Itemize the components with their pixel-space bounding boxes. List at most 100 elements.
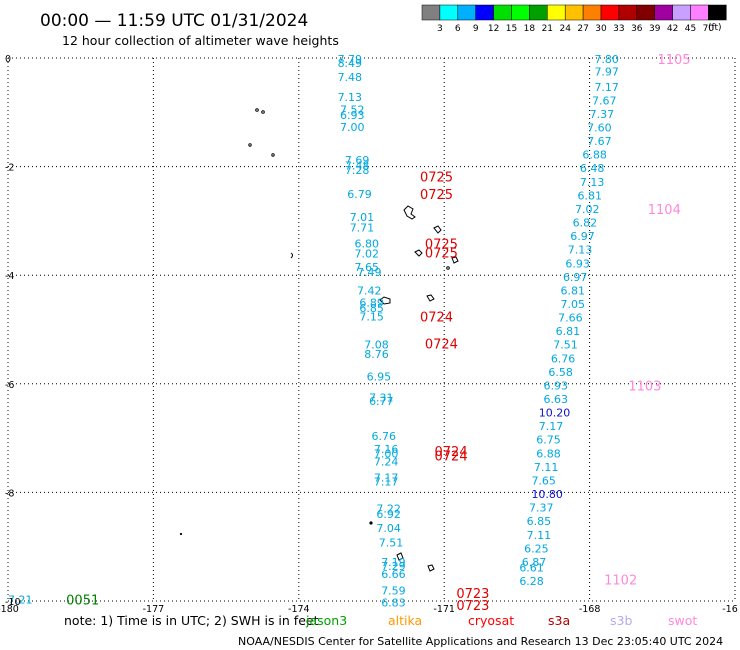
wave-height-point: 6.88	[536, 447, 561, 460]
wave-height-point: 7.71	[350, 221, 375, 234]
wave-height-point: 7.11	[534, 461, 559, 474]
wave-height-point: 10.20	[539, 407, 571, 420]
color-scale-swatch	[493, 4, 512, 21]
chart-subtitle: 12 hour collection of altimeter wave hei…	[62, 33, 339, 48]
island-shape	[271, 153, 275, 157]
wave-height-point: 7.17	[374, 472, 399, 485]
pass-time-label: 1102	[604, 573, 637, 588]
color-scale-label: 33	[613, 24, 624, 34]
color-scale-label: 9	[473, 24, 479, 34]
wave-height-point: 7.37	[529, 502, 554, 515]
color-scale-swatch	[547, 4, 566, 21]
wave-height-point: 7.28	[345, 164, 370, 177]
wave-height-point: 7.42	[357, 284, 382, 297]
satellite-legend-item: altika	[388, 613, 422, 628]
wave-height-point: 6.83	[381, 597, 406, 610]
wave-height-point: 7.79	[338, 53, 363, 66]
color-scale-swatch	[672, 4, 691, 21]
satellite-legend: jason3 altika cryosat s3a s3b swot	[305, 613, 697, 628]
color-scale-legend	[421, 4, 727, 21]
wave-height-point: 6.81	[561, 284, 586, 297]
wave-height-point: 7.13	[338, 91, 363, 104]
wave-height-point: 7.66	[558, 312, 583, 325]
color-scale-label: 6	[455, 24, 461, 34]
wave-height-point: 6.80	[355, 238, 380, 251]
y-tick-label: -8	[5, 488, 14, 499]
wave-height-point: 7.05	[561, 298, 586, 311]
pass-time-label: 0724	[420, 310, 453, 325]
color-scale-swatch	[564, 4, 584, 21]
color-scale-swatch	[600, 4, 620, 21]
wave-height-point: 6.25	[524, 542, 549, 555]
wave-height-point: 6.88	[582, 149, 607, 162]
island-shape	[451, 256, 459, 264]
wave-height-point: 6.81	[556, 325, 581, 338]
pass-time-label: 0725	[425, 238, 458, 253]
wave-height-point: 6.85	[527, 515, 552, 528]
wave-height-point: 7.97	[594, 66, 619, 79]
wave-height-point: 6.85	[359, 302, 384, 315]
wave-height-point: 7.02	[355, 247, 380, 260]
color-scale-label: 27	[577, 24, 588, 34]
y-tick-label: -4	[5, 271, 14, 282]
wave-height-point: 7.51	[379, 536, 404, 549]
wave-height-point: 7.22	[376, 503, 401, 516]
wave-height-point: 6.81	[577, 189, 602, 202]
wave-height-point: 7.67	[587, 135, 612, 148]
wave-height-values: 7.798.497.487.137.526.937.007.697.487.28…	[8, 53, 619, 610]
footer-credit: NOAA/NESDIS Center for Satellite Applica…	[238, 635, 723, 648]
wave-height-point: 7.80	[594, 53, 619, 66]
pass-time-label: 1103	[628, 379, 661, 394]
wave-height-point: 6.89	[359, 296, 384, 309]
wave-height-point: 7.52	[340, 104, 365, 117]
wave-height-point: 7.59	[381, 585, 406, 598]
pass-time-label: 0725	[425, 246, 458, 261]
island-shape	[261, 110, 265, 114]
grid-lines	[7, 57, 736, 602]
color-scale-swatch	[529, 4, 548, 21]
x-tick-label: -174	[288, 604, 310, 615]
color-scale-swatch	[618, 4, 638, 21]
pass-time-label: 0051	[66, 593, 99, 608]
wave-height-point: 6.77	[369, 395, 394, 408]
color-scale-swatch	[421, 4, 441, 21]
y-tick-label: -10	[5, 597, 21, 608]
color-scale-swatch	[636, 4, 655, 21]
wave-height-point: 7.11	[527, 529, 552, 542]
wave-height-point: 7.13	[568, 244, 593, 257]
color-scale-label: 45	[685, 24, 696, 34]
x-axis-ticks: -180 -177 -174 -171 -168 -16	[0, 604, 738, 615]
color-scale-swatch	[475, 4, 494, 21]
color-scale-label: 24	[559, 24, 571, 34]
color-scale-label: 42	[667, 24, 678, 34]
wave-height-point: 7.15	[359, 310, 384, 323]
pass-time-label: 0725	[420, 170, 453, 185]
wave-height-point: 7.60	[587, 122, 612, 135]
wave-height-point: 7.65	[531, 474, 556, 487]
color-scale-swatch	[511, 4, 530, 21]
wave-height-point: 6.93	[544, 379, 569, 392]
wave-height-point: 7.69	[345, 154, 370, 167]
satellite-legend-item: s3a	[548, 613, 570, 628]
satellite-legend-item: cryosat	[468, 613, 514, 628]
wave-height-point: 6.75	[536, 434, 561, 447]
satellite-legend-item: swot	[668, 613, 697, 628]
wave-height-point: 6.61	[519, 561, 544, 574]
wave-height-point: 7.17	[374, 476, 399, 489]
wave-height-point: 7.04	[376, 522, 401, 535]
wave-height-point: 8.76	[364, 348, 389, 361]
pass-time-label: 0724	[435, 449, 468, 464]
x-tick-label: -168	[579, 604, 601, 615]
x-tick-label: -180	[0, 604, 19, 615]
color-scale-swatch	[457, 4, 476, 21]
wave-height-point: 10.80	[531, 488, 563, 501]
x-tick-label: -171	[433, 604, 455, 615]
wave-height-point: 7.02	[575, 203, 600, 216]
wave-height-point: 6.58	[548, 366, 573, 379]
x-tick-label: -16	[722, 604, 738, 615]
wave-height-point: 6.95	[367, 371, 392, 384]
pass-time-label: 1104	[648, 203, 681, 218]
pass-time-label: 0723	[456, 587, 489, 602]
wave-height-point: 6.76	[551, 352, 576, 365]
color-scale-swatch	[582, 4, 602, 21]
